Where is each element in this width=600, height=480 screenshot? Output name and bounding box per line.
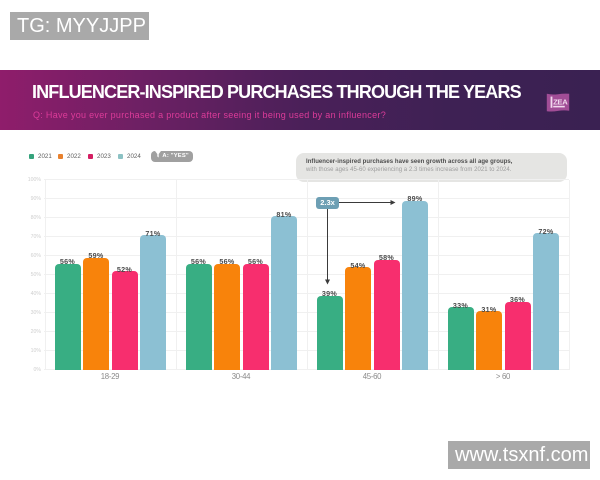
svg-text:ZEA: ZEA [553,97,568,106]
